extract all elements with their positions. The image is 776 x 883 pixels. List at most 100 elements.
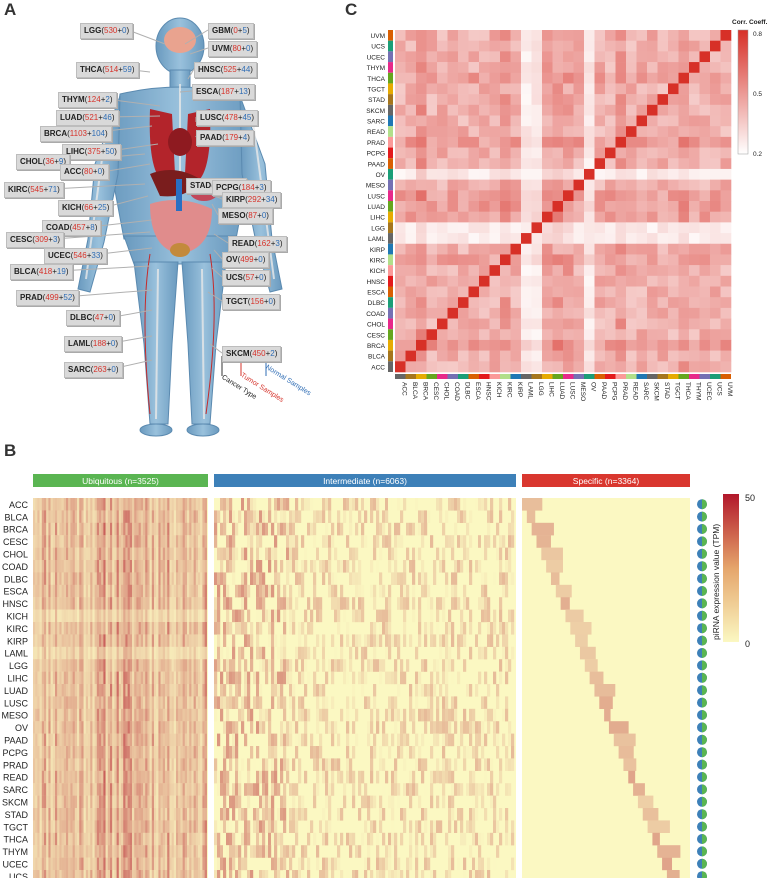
corr-cell (595, 361, 606, 372)
expr-cell (202, 647, 204, 660)
expr-cell (145, 820, 147, 833)
corr-cell (668, 180, 679, 191)
expr-cell (274, 746, 277, 759)
expr-cell (334, 585, 337, 598)
expr-cell (128, 758, 130, 771)
expr-cell (189, 535, 191, 548)
expr-cell (469, 709, 472, 722)
expr-cell (163, 548, 165, 561)
corr-cell (521, 137, 532, 148)
corr-cell (584, 30, 595, 41)
expr-cell (73, 858, 75, 871)
expr-cell (73, 560, 75, 573)
expr-cell (128, 721, 130, 734)
expr-cell (169, 734, 171, 747)
expr-cell (189, 771, 191, 784)
expr-cell (490, 510, 493, 523)
corr-cell (469, 254, 480, 265)
expr-cell (194, 858, 196, 871)
expr-cell (241, 548, 244, 561)
sample-box-code: BLCA (14, 267, 36, 276)
expr-cell (150, 610, 152, 623)
corr-cell (553, 351, 564, 362)
expr-cell (70, 783, 72, 796)
expr-cell (33, 684, 35, 697)
expr-cell (51, 622, 53, 635)
expr-cell (274, 734, 277, 747)
corr-cell (448, 94, 459, 105)
expr-cell (298, 634, 301, 647)
expr-cell (301, 647, 304, 660)
expr-cell (150, 845, 152, 858)
expr-cell (194, 808, 196, 821)
expr-cell (86, 858, 88, 871)
expr-cell (180, 659, 182, 672)
expr-cell (75, 548, 77, 561)
expr-cell (42, 734, 44, 747)
expr-cell (145, 870, 147, 878)
expr-cell (163, 696, 165, 709)
expr-cell (205, 833, 207, 846)
expr-cell (409, 523, 412, 536)
expr-cell (86, 746, 88, 759)
expr-cell (117, 746, 119, 759)
corr-cell (469, 148, 480, 159)
expr-cell (81, 696, 83, 709)
corr-cell (427, 233, 438, 244)
expr-cell (84, 498, 86, 511)
expr-cell (194, 845, 196, 858)
expr-cell (42, 597, 44, 610)
expr-cell (97, 820, 99, 833)
expr-cell (280, 659, 283, 672)
corr-cell (427, 308, 438, 319)
expr-cell (92, 523, 94, 536)
corr-cell (395, 180, 406, 191)
expr-cell (147, 820, 149, 833)
expr-cell (421, 758, 424, 771)
expr-cell (388, 610, 391, 623)
expr-cell (156, 523, 158, 536)
expr-cell (35, 510, 37, 523)
corr-cell (574, 287, 585, 298)
corr-cell (626, 51, 637, 62)
expr-cell (165, 523, 167, 536)
expr-cell (106, 796, 108, 809)
corr-cell (710, 126, 721, 137)
corr-cell (563, 126, 574, 137)
corr-cell (416, 233, 427, 244)
corr-cell (542, 83, 553, 94)
expr-cell (134, 808, 136, 821)
expr-cell (130, 870, 132, 878)
expr-cell (196, 572, 198, 585)
expr-cell (400, 510, 403, 523)
expr-cell (40, 845, 42, 858)
corr-cell (574, 126, 585, 137)
expr-cell (128, 845, 130, 858)
expr-cell (169, 746, 171, 759)
expr-cell (346, 634, 349, 647)
expr-cell (198, 771, 200, 784)
expr-cell (55, 572, 57, 585)
expr-cell (247, 510, 250, 523)
expr-cell (57, 684, 59, 697)
expr-cell (33, 820, 35, 833)
expr-cell (114, 721, 116, 734)
expr-cell (108, 597, 110, 610)
expr-cell (421, 684, 424, 697)
corr-cell (563, 319, 574, 330)
expr-cell (90, 659, 92, 672)
corr-cell (574, 180, 585, 191)
expr-cell (189, 597, 191, 610)
expr-cell (271, 610, 274, 623)
expr-cell (481, 585, 484, 598)
expr-cell (178, 696, 180, 709)
expr-cell (185, 796, 187, 809)
corr-cell (416, 201, 427, 212)
expr-cell (110, 783, 112, 796)
expr-cell (42, 585, 44, 598)
corr-cell (679, 244, 690, 255)
expr-cell (75, 858, 77, 871)
corr-cell (448, 276, 459, 287)
expr-cell (97, 510, 99, 523)
expr-cell (42, 845, 44, 858)
